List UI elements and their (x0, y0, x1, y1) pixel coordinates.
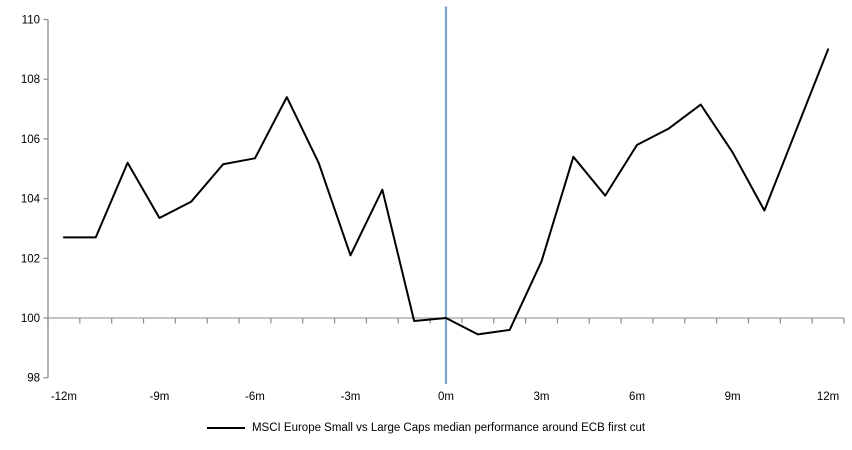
x-tick-label: 12m (817, 391, 839, 403)
y-tick-label: 104 (21, 194, 41, 206)
y-tick-label: 110 (22, 15, 40, 27)
x-tick-label: -9m (150, 391, 170, 403)
legend: MSCI Europe Small vs Large Caps median p… (0, 419, 852, 437)
y-tick-label: 108 (21, 74, 40, 86)
series-line-msci (62, 48, 830, 336)
x-tick-label: 3m (534, 391, 550, 403)
x-tick-label: -6m (245, 391, 265, 403)
y-tick-label: 102 (21, 253, 40, 265)
x-tick-label: -3m (341, 391, 361, 403)
legend-line-marker (206, 427, 245, 429)
y-tick-label: 98 (27, 373, 40, 385)
x-tick-label: 9m (725, 391, 741, 403)
x-tick-label: 6m (629, 391, 645, 403)
y-tick-label: 100 (21, 313, 40, 325)
legend-label: MSCI Europe Small vs Large Caps median p… (251, 422, 646, 434)
x-tick-label: -12m (51, 391, 77, 403)
x-tick-label: 0m (438, 391, 454, 403)
y-tick-label: 106 (21, 134, 40, 146)
